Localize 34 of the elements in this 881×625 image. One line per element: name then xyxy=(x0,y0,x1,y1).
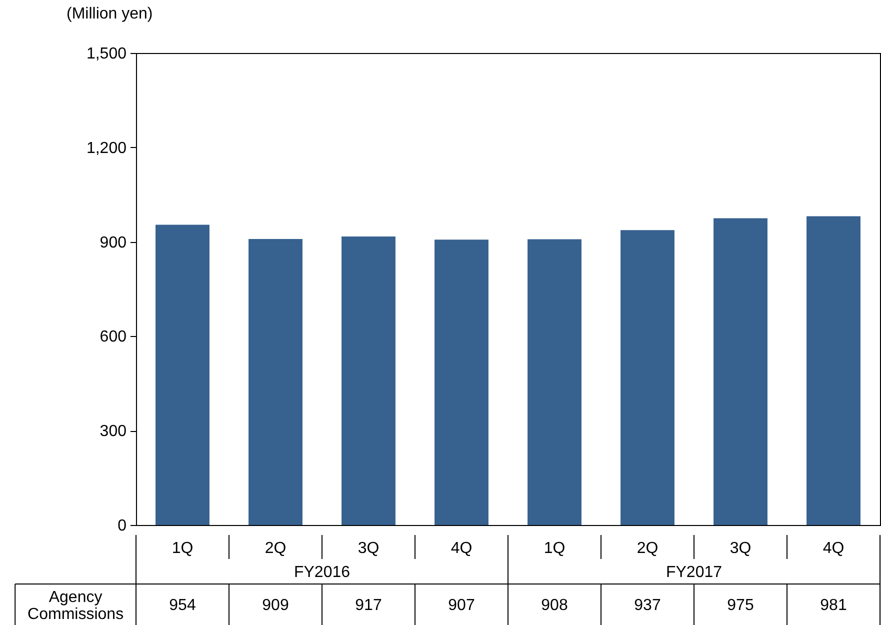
x-tick-label: 3Q xyxy=(730,540,752,557)
data-label: 917 xyxy=(355,597,382,614)
y-tick-label: 300 xyxy=(100,423,127,440)
text: Agency Commissions xyxy=(28,589,124,623)
text: FY2016 xyxy=(294,564,350,581)
data-label: 909 xyxy=(262,597,289,614)
x-tick-label: 1Q xyxy=(172,540,194,557)
x-tick-label: 1Q xyxy=(544,540,566,557)
y-axis-title: (Million yen) xyxy=(66,6,153,22)
bar xyxy=(248,238,302,525)
x-tick-label: 4Q xyxy=(450,540,472,557)
bar xyxy=(714,218,768,525)
bar xyxy=(156,224,210,525)
bar xyxy=(434,240,488,525)
x-tick-label: 2Q xyxy=(264,540,286,557)
text: FY2017 xyxy=(666,564,722,581)
data-label: 937 xyxy=(634,597,661,614)
data-label: 981 xyxy=(820,597,847,614)
data-label: 975 xyxy=(727,597,754,614)
y-tick-label: 900 xyxy=(100,234,127,252)
y-tick-label: 0 xyxy=(118,518,127,534)
bar xyxy=(342,236,396,525)
data-label: 907 xyxy=(448,597,475,614)
data-label: 954 xyxy=(169,597,196,614)
x-tick-label: 2Q xyxy=(636,540,658,557)
x-tick-label: 3Q xyxy=(358,540,380,557)
bar xyxy=(528,239,582,525)
x-tick-label: 4Q xyxy=(822,540,844,557)
data-label: 908 xyxy=(541,597,568,614)
y-tick-label: 600 xyxy=(100,328,127,346)
y-tick-label: 1,200 xyxy=(86,140,127,157)
bar xyxy=(620,230,674,525)
y-tick-label: 1,500 xyxy=(86,46,127,62)
bar xyxy=(806,216,860,525)
